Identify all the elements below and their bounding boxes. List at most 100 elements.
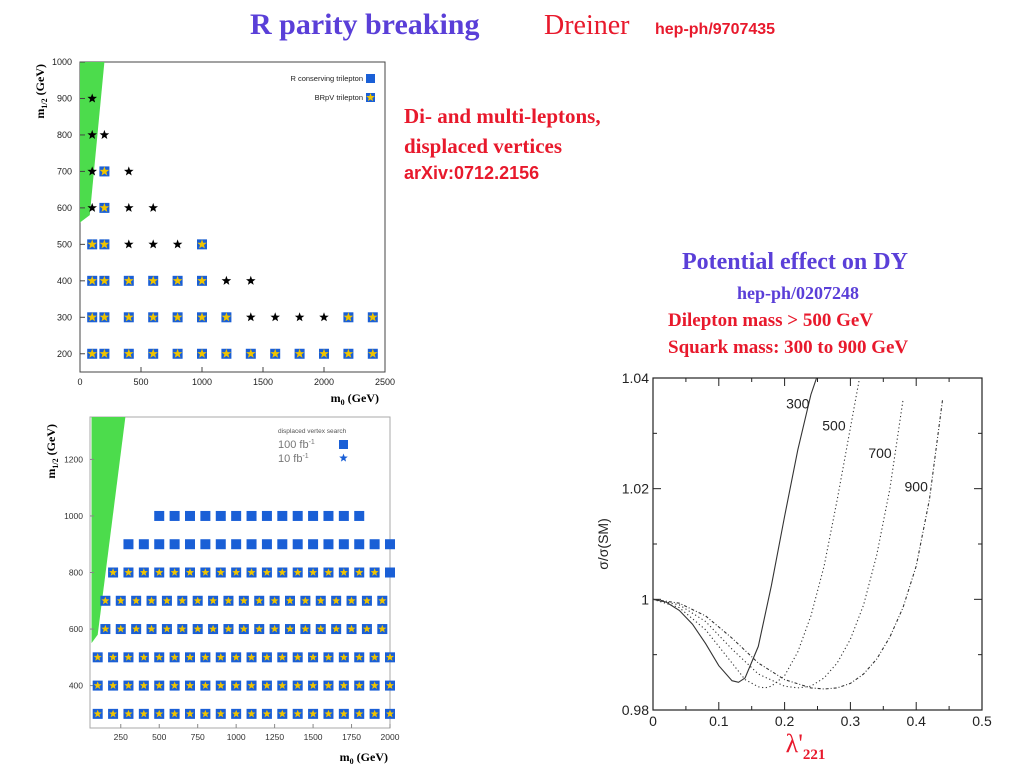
marker-10fb xyxy=(278,653,287,661)
marker-10fb xyxy=(170,568,179,576)
x-tick-label: 0.5 xyxy=(972,713,992,729)
marker-100fb xyxy=(292,539,303,550)
marker-10fb xyxy=(124,653,133,661)
marker-100fb xyxy=(385,567,395,578)
y-tick-label: 200 xyxy=(57,349,72,359)
marker-10fb xyxy=(270,596,279,605)
marker-10fb xyxy=(124,709,133,718)
marker-10fb xyxy=(178,596,187,605)
brpv-marker xyxy=(319,312,329,322)
brpv-marker xyxy=(99,166,110,176)
series-label-500: 500 xyxy=(822,418,846,434)
title-reference: hep-ph/9707435 xyxy=(655,21,776,38)
marker-10fb xyxy=(339,709,348,718)
series-label-900: 900 xyxy=(905,478,929,494)
brpv-marker xyxy=(99,202,110,212)
marker-10fb xyxy=(262,653,271,661)
brpv-marker xyxy=(87,348,97,358)
y-tick-label: 1.04 xyxy=(622,370,649,386)
brpv-marker xyxy=(148,239,158,249)
series-line-700 xyxy=(653,400,904,689)
x-tick-label: 2000 xyxy=(314,377,334,387)
x-tick-label: 1500 xyxy=(304,732,323,742)
brpv-marker xyxy=(148,202,158,212)
series-line-500 xyxy=(653,378,861,689)
marker-10fb xyxy=(386,653,394,661)
x-tick-label: 750 xyxy=(191,732,205,742)
marker-10fb xyxy=(324,568,333,576)
marker-10fb xyxy=(162,624,171,633)
brpv-marker xyxy=(343,312,354,322)
brpv-marker xyxy=(343,348,354,358)
x-axis-label: m0 (GeV) xyxy=(340,750,388,766)
marker-10fb xyxy=(355,568,364,576)
marker-100fb xyxy=(308,539,319,550)
marker-10fb xyxy=(109,568,118,576)
brpv-marker xyxy=(270,312,280,322)
series-line-900 xyxy=(653,400,944,690)
legend-100fb-swatch xyxy=(339,440,348,449)
brpv-marker xyxy=(87,129,97,139)
dy-condition-dilepton: Dilepton mass > 500 GeV xyxy=(668,310,874,331)
x-tick-label: 2500 xyxy=(375,377,395,387)
marker-10fb xyxy=(155,653,164,661)
brpv-marker xyxy=(221,275,232,285)
marker-10fb xyxy=(286,596,294,605)
brpv-marker xyxy=(172,275,183,285)
marker-10fb xyxy=(162,596,171,605)
dy-cross-section-chart: 0 0.1 0.2 0.3 0.4 0.5 0.98 1 1.02 1.04 300 500 700 90… xyxy=(595,370,992,763)
brpv-marker xyxy=(148,312,158,322)
series-line-300 xyxy=(653,378,818,683)
y-tick-label: 500 xyxy=(57,239,72,249)
marker-10fb xyxy=(247,681,256,689)
x-axis-label: m0 (GeV) xyxy=(331,391,379,407)
brpv-marker xyxy=(99,239,110,249)
y-tick-label: 0.98 xyxy=(622,702,649,718)
marker-10fb xyxy=(109,681,118,689)
marker-10fb xyxy=(201,681,210,689)
marker-100fb xyxy=(369,539,380,550)
marker-10fb xyxy=(186,709,194,718)
marker-10fb xyxy=(309,653,318,661)
marker-100fb xyxy=(185,539,195,550)
marker-10fb xyxy=(170,681,179,689)
marker-10fb xyxy=(201,568,210,576)
marker-10fb xyxy=(324,709,333,718)
marker-10fb xyxy=(232,653,241,661)
marker-10fb xyxy=(224,596,233,605)
marker-10fb xyxy=(355,653,364,661)
marker-10fb xyxy=(293,653,302,661)
y-tick-label: 800 xyxy=(57,130,72,140)
brpv-marker xyxy=(221,312,232,322)
marker-10fb xyxy=(232,709,241,718)
brpv-marker xyxy=(87,312,97,322)
x-tick-label: 1000 xyxy=(192,377,212,387)
y-tick-label: 1.02 xyxy=(622,481,649,497)
brpv-marker xyxy=(294,348,305,358)
brpv-marker xyxy=(124,166,134,176)
marker-10fb xyxy=(355,709,364,718)
plot-frame xyxy=(79,61,386,373)
marker-10fb xyxy=(139,709,148,718)
marker-100fb xyxy=(354,510,365,521)
marker-10fb xyxy=(370,709,379,718)
brpv-marker xyxy=(197,239,207,249)
marker-10fb xyxy=(301,596,310,605)
brpv-marker xyxy=(99,348,110,358)
marker-100fb xyxy=(338,510,349,521)
marker-10fb xyxy=(232,681,241,689)
brpv-marker xyxy=(172,348,183,358)
marker-10fb xyxy=(93,709,102,718)
x-tick-label: 500 xyxy=(152,732,166,742)
marker-10fb xyxy=(286,624,294,633)
marker-10fb xyxy=(201,709,210,718)
dy-condition-squark: Squark mass: 300 to 900 GeV xyxy=(668,337,909,358)
marker-10fb xyxy=(247,568,256,576)
marker-10fb xyxy=(124,681,133,689)
x-tick-label: 0.3 xyxy=(841,713,861,729)
marker-10fb xyxy=(255,624,264,633)
y-tick-label: 700 xyxy=(57,166,72,176)
marker-100fb xyxy=(277,539,288,550)
legend-label-brpv: BRpV trilepton xyxy=(315,93,363,102)
marker-10fb xyxy=(347,596,356,605)
